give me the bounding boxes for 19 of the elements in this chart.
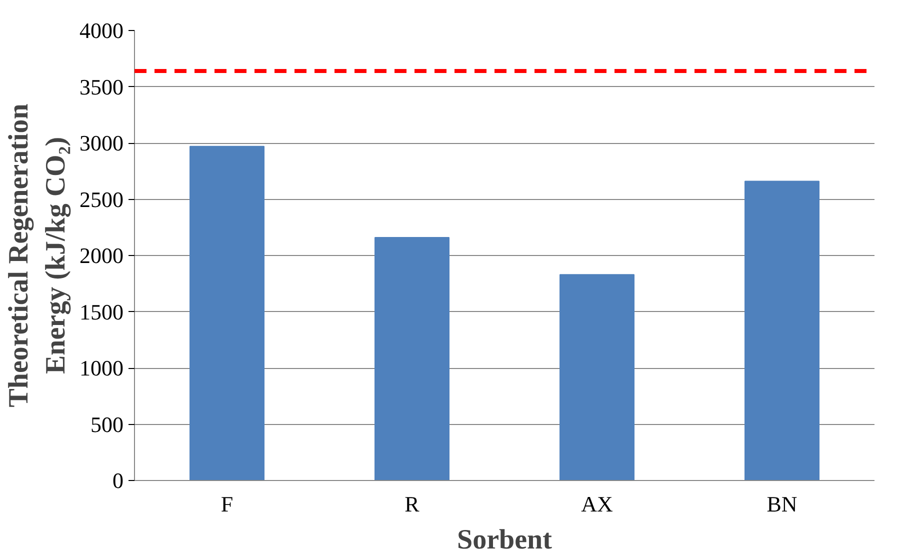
y-tick-label: 3000 (80, 130, 124, 156)
y-tick-label: 1500 (80, 299, 124, 324)
x-tick-label: AX (581, 492, 613, 516)
bar (374, 237, 450, 480)
y-tick-label: 0 (112, 468, 124, 493)
y-tick-label: 4000 (80, 18, 124, 43)
x-tick-label: F (220, 492, 234, 516)
x-axis-title: Sorbent (457, 524, 553, 556)
y-axis-title: Theoretical Regeneration Energy (kJ/kg CO₂) (3, 103, 72, 408)
y-tick-label: 2000 (80, 243, 124, 268)
x-tick-label: R (404, 492, 420, 516)
y-tick-label: 1000 (80, 356, 124, 380)
bar (744, 180, 820, 480)
bar (190, 146, 264, 480)
bar (560, 274, 634, 480)
y-tick-label: 500 (90, 412, 124, 437)
y-tick-label: 2500 (80, 186, 124, 212)
x-tick-label: BN (766, 492, 798, 516)
y-tick-label: 3500 (80, 74, 124, 100)
